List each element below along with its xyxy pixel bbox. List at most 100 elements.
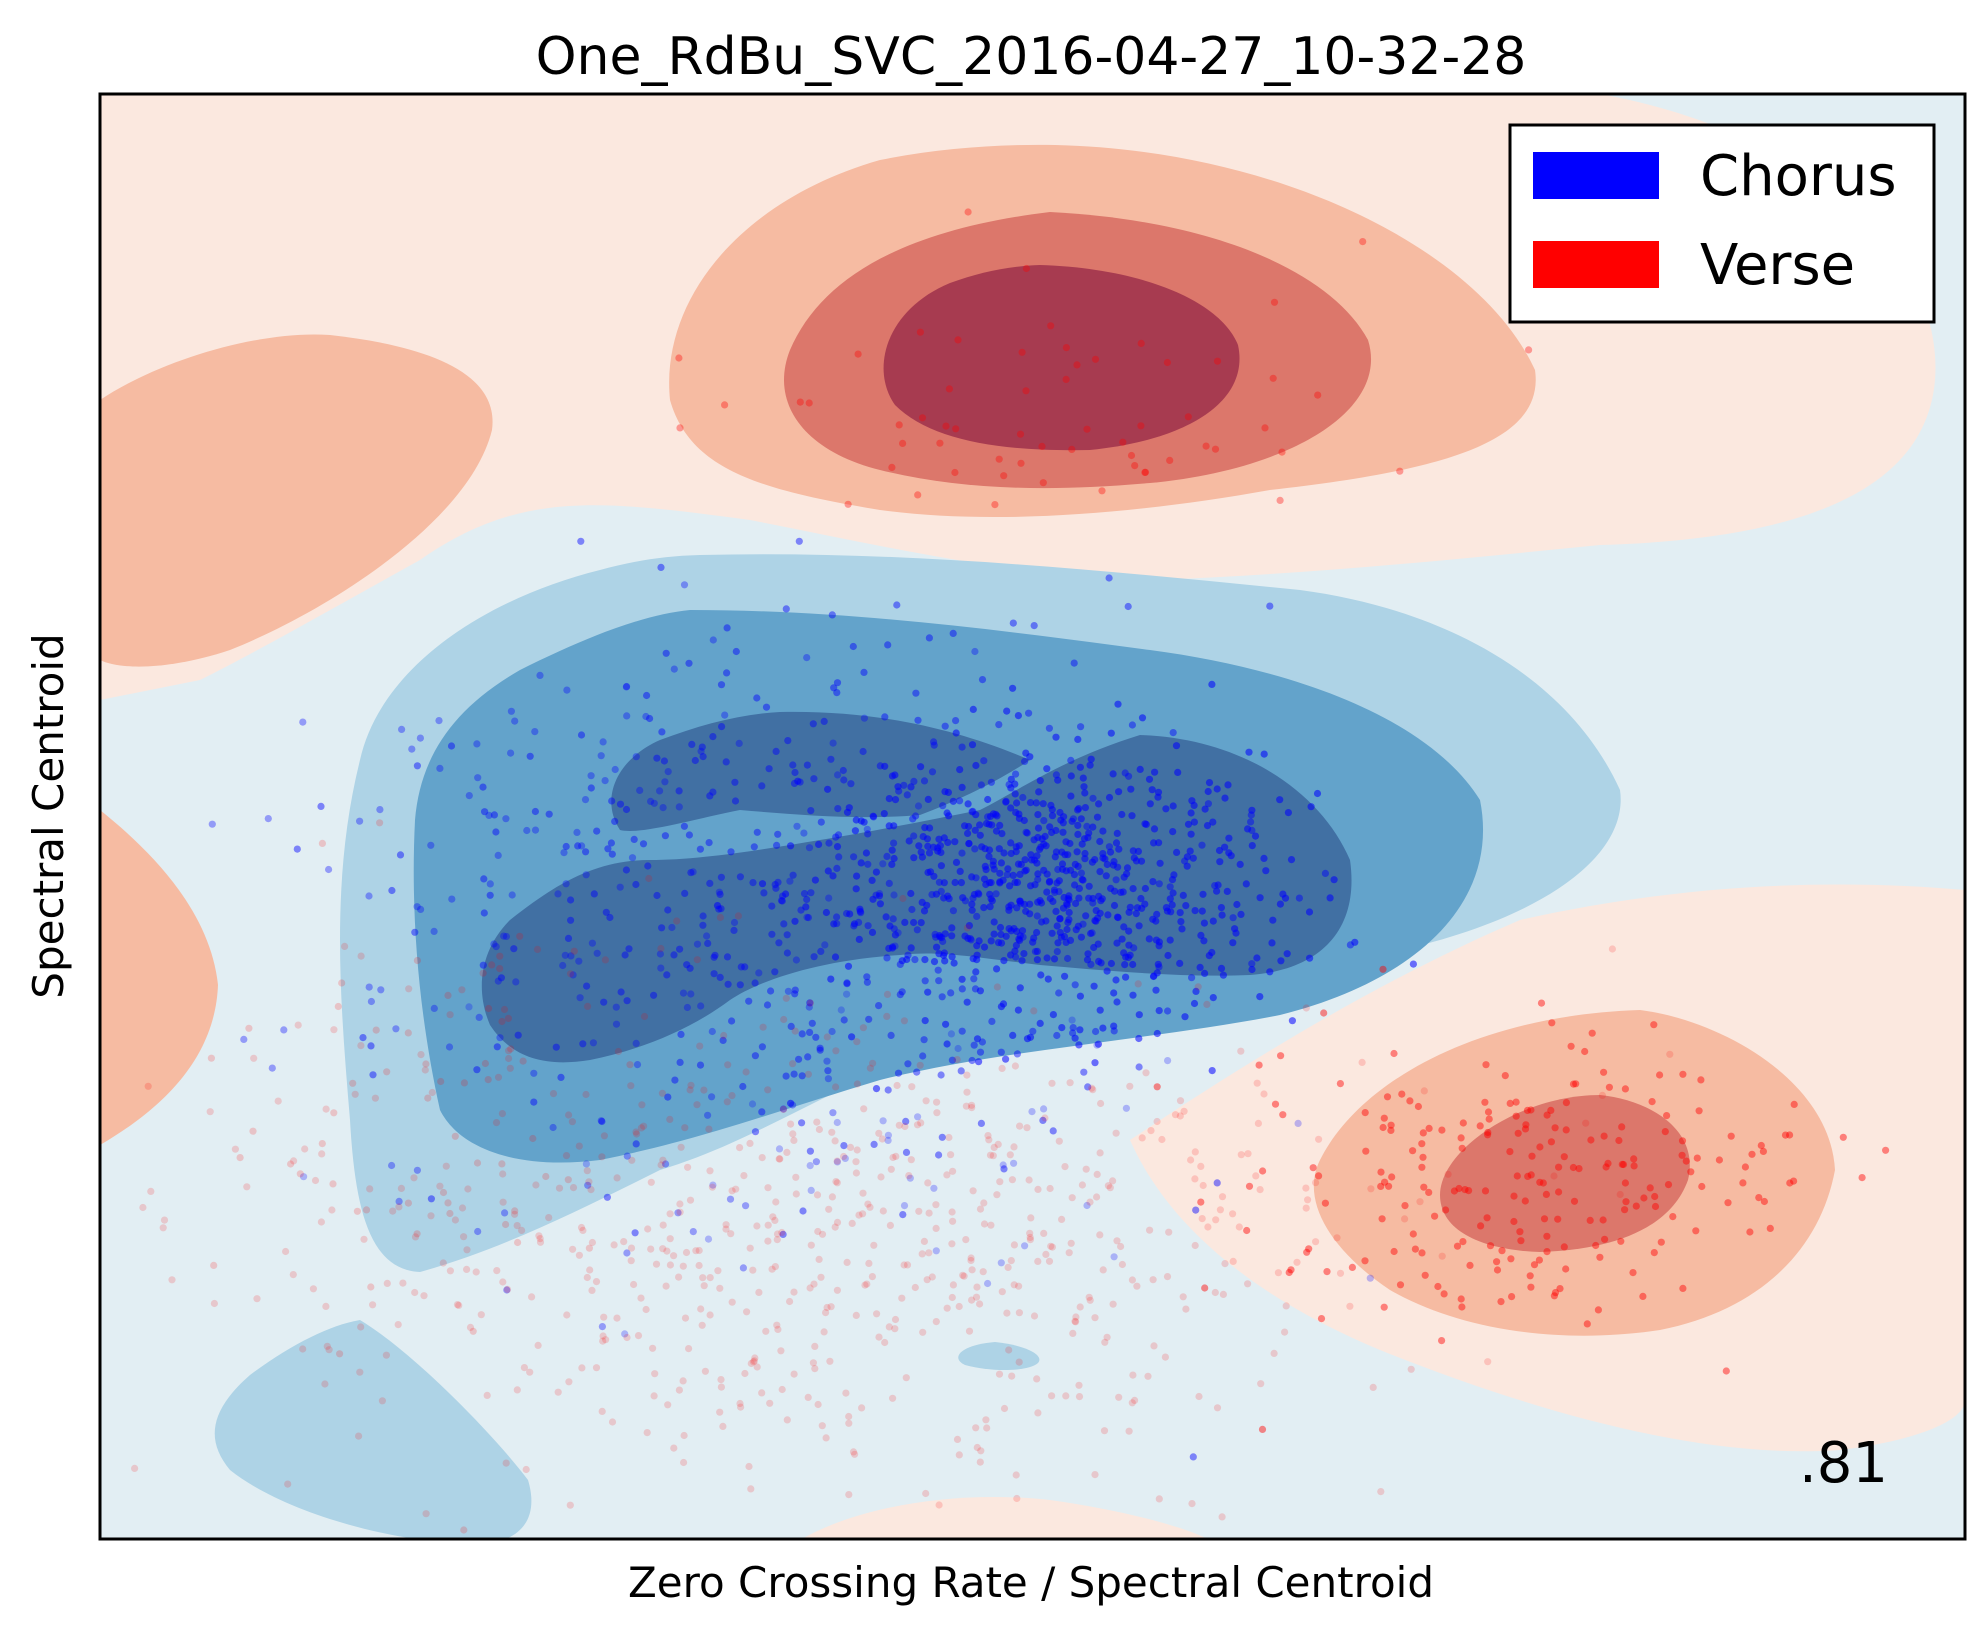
chorus-point xyxy=(1248,842,1256,850)
chorus-point xyxy=(907,889,915,898)
chorus-point xyxy=(490,811,498,819)
contour-red-faint-bottom xyxy=(801,1497,1208,1539)
chorus-point xyxy=(1181,1013,1189,1021)
chorus-point xyxy=(812,1158,821,1166)
chorus-point xyxy=(1190,999,1199,1008)
verse-point xyxy=(439,1188,448,1197)
chorus-point xyxy=(510,945,518,953)
chorus-point xyxy=(1013,799,1021,807)
verse-point xyxy=(1003,1309,1011,1317)
chorus-point xyxy=(699,912,707,920)
verse-point xyxy=(1431,1212,1439,1220)
chorus-point xyxy=(833,864,841,873)
chorus-point xyxy=(689,1228,697,1236)
verse-point xyxy=(1388,1173,1396,1181)
legend-label-chorus: Chorus xyxy=(1700,144,1897,209)
chorus-point xyxy=(817,947,825,956)
verse-point xyxy=(844,500,852,508)
verse-point xyxy=(1259,1167,1267,1175)
chorus-point xyxy=(603,1193,612,1201)
chorus-point xyxy=(1137,857,1146,865)
chorus-point xyxy=(1036,777,1044,785)
chorus-point xyxy=(1077,723,1085,731)
verse-point xyxy=(1560,1243,1568,1251)
chorus-point xyxy=(952,729,960,737)
chorus-point xyxy=(578,842,586,850)
chorus-point xyxy=(696,845,705,853)
verse-point xyxy=(1543,1248,1551,1256)
verse-point xyxy=(1195,1392,1203,1401)
verse-point xyxy=(993,1191,1001,1199)
verse-point xyxy=(968,1296,976,1304)
verse-point xyxy=(1293,1258,1301,1266)
verse-point xyxy=(613,1174,621,1182)
verse-point xyxy=(569,1245,577,1253)
chorus-point xyxy=(771,881,779,889)
chorus-point xyxy=(711,951,719,959)
chorus-point xyxy=(1113,913,1122,921)
verse-point xyxy=(585,1178,593,1186)
verse-point xyxy=(846,1143,855,1151)
verse-point xyxy=(888,463,896,471)
chorus-point xyxy=(895,787,903,795)
verse-point xyxy=(411,1288,419,1297)
verse-point xyxy=(891,1325,899,1333)
verse-point xyxy=(666,1210,674,1218)
chorus-point xyxy=(1012,770,1020,778)
verse-point xyxy=(1359,238,1367,246)
chorus-point xyxy=(903,955,911,964)
verse-point xyxy=(947,1151,955,1159)
chorus-point xyxy=(1221,843,1229,851)
chorus-point xyxy=(816,1044,824,1052)
chorus-point xyxy=(1071,981,1079,989)
chorus-point xyxy=(1019,793,1027,802)
chorus-point xyxy=(884,1131,893,1139)
chorus-point xyxy=(872,868,881,876)
chorus-point xyxy=(914,716,922,724)
chorus-point xyxy=(625,945,633,953)
verse-point xyxy=(1315,1135,1323,1143)
verse-point xyxy=(1237,1151,1245,1159)
chorus-point xyxy=(948,924,956,932)
chorus-point xyxy=(930,1184,938,1192)
chorus-point xyxy=(536,671,544,680)
chorus-point xyxy=(750,843,758,851)
verse-point xyxy=(949,1217,957,1225)
verse-point xyxy=(1605,1083,1613,1091)
chorus-point xyxy=(987,937,995,945)
verse-point xyxy=(1203,1000,1211,1009)
verse-point xyxy=(1176,1112,1184,1120)
verse-point xyxy=(972,1293,981,1301)
verse-point xyxy=(662,1282,670,1290)
verse-point xyxy=(1027,1214,1035,1222)
chorus-point xyxy=(828,611,836,619)
chorus-point xyxy=(935,1151,943,1159)
verse-point xyxy=(1048,1392,1056,1400)
chorus-point xyxy=(984,1279,992,1288)
verse-point xyxy=(1461,1186,1469,1194)
verse-point xyxy=(1062,375,1070,383)
verse-point xyxy=(502,1220,510,1229)
chorus-point xyxy=(972,811,980,819)
chorus-point xyxy=(864,860,872,868)
chorus-point xyxy=(1208,948,1216,957)
chorus-point xyxy=(1306,954,1314,962)
verse-point xyxy=(451,1132,459,1140)
verse-point xyxy=(1281,1328,1289,1336)
verse-point xyxy=(644,1225,652,1233)
chorus-point xyxy=(834,805,842,813)
chorus-point xyxy=(1121,961,1129,969)
verse-point xyxy=(513,1386,521,1394)
verse-point xyxy=(507,1045,515,1053)
verse-point xyxy=(505,1047,513,1055)
chorus-point xyxy=(1173,848,1181,857)
chorus-point xyxy=(880,810,888,818)
verse-point xyxy=(1556,1285,1564,1293)
chorus-point xyxy=(1013,878,1022,887)
chorus-point xyxy=(1236,860,1244,869)
verse-point xyxy=(1420,1087,1428,1095)
chorus-point xyxy=(583,982,591,990)
chorus-point xyxy=(1112,876,1120,884)
verse-point xyxy=(892,1152,900,1160)
chorus-point xyxy=(856,907,864,916)
